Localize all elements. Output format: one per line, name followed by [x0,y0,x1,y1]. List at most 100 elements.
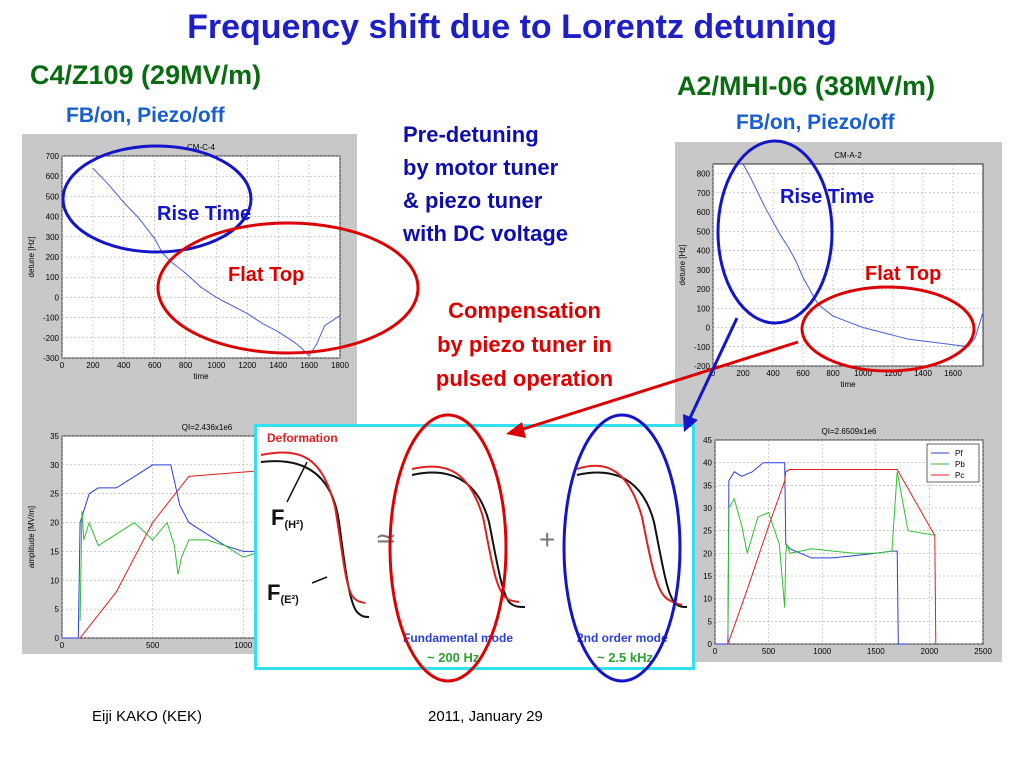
y-tick-label: 10 [703,595,712,604]
footer-date: 2011, January 29 [428,708,543,725]
y-tick-label: -300 [43,354,60,363]
f-h2-label: F(H²) [271,505,304,531]
x-tick-label: 800 [179,361,193,370]
y-tick-label: 40 [703,459,712,468]
y-tick-label: 600 [46,172,60,181]
footer-author: Eiji KAKO (KEK) [92,708,203,725]
legend-box [926,443,980,483]
y-tick-label: 600 [697,208,711,217]
arrow-e2 [311,576,328,584]
y-tick-label: 0 [708,640,713,649]
x-tick-label: 600 [796,369,810,378]
pre-detuning-note: Pre-detuning by motor tuner & piezo tune… [403,118,643,250]
y-tick-label: 15 [50,547,59,556]
fundamental-mode-label: Fundamental mode [403,631,513,645]
y-tick-label: -200 [43,334,60,343]
x-tick-label: 400 [117,361,131,370]
x-tick-label: 1000 [234,641,252,650]
fundamental-freq-label: ~ 200 Hz [427,650,480,665]
y-tick-label: 300 [46,233,60,242]
second-freq-label: ~ 2.5 kHz [597,650,654,665]
series-line [727,469,937,645]
y-tick-label: 100 [697,304,711,313]
x-tick-label: 1000 [813,647,831,656]
y-tick-label: 500 [697,227,711,236]
x-tick-label: 1600 [944,369,962,378]
y-tick-label: 5 [55,605,60,614]
y-tick-label: 700 [697,189,711,198]
y-tick-label: -200 [694,362,711,371]
curve-red-2 [411,465,520,603]
x-tick-label: 800 [826,369,840,378]
y-tick-label: 0 [55,634,60,643]
y-tick-label: 100 [46,273,60,282]
x-tick-label: 200 [736,369,750,378]
x-tick-label: 2500 [974,647,992,656]
right-heading: A2/MHI-06 (38MV/m) [677,71,936,101]
chart-title: CM-C-4 [187,143,216,152]
x-tick-label: 0 [713,647,718,656]
legend-label: Pb [955,460,965,469]
y-tick-label: 20 [50,519,59,528]
approx-symbol: ≃ [375,523,397,553]
pre-detuning-line: & piezo tuner [403,188,543,213]
y-tick-label: 700 [46,152,60,161]
rise-time-label-left: Rise Time [157,203,252,225]
arrow-h2 [286,461,308,503]
series-line [727,471,935,635]
x-tick-label: 0 [60,361,65,370]
y-tick-label: 400 [46,213,60,222]
y-tick-label: 35 [50,432,59,441]
y-tick-label: 0 [55,293,60,302]
chart-right-detune: CM-A-20 200 400 600 800 1000 1200 1400 1600-200-… [678,151,984,389]
y-tick-label: 30 [703,504,712,513]
chart-left-detune: CM-C-40 200 400 600 800 1000 1200 1400 1600 1800-… [27,143,349,381]
x-tick-label: 1800 [331,361,349,370]
legend-label: Pf [955,449,963,458]
y-tick-label: -100 [694,343,711,352]
y-tick-label: 200 [46,253,60,262]
chart-right-amplitude: QI=2.6509x1e6 0 500 1000 1500 2000 2500 0 5 10 15 2… [680,427,992,656]
x-axis-label: time [193,372,209,381]
left-subheading: FB/on, Piezo/off [66,104,225,127]
rise-time-label-right: Rise Time [780,186,875,208]
chart-title: QI=2.6509x1e6 [822,427,877,436]
flat-top-label-left: Flat Top [228,264,305,286]
deformation-diagram: Deformation F(H²) F(E²) ≃ + Fundamental … [260,431,688,665]
compensation-line: by piezo tuner in [437,332,612,357]
x-tick-label: 200 [86,361,100,370]
slide-title: Frequency shift due to Lorentz detuning [187,8,837,46]
y-tick-label: -100 [43,314,60,323]
plus-symbol: + [539,524,555,555]
x-axis-label: time [840,380,856,389]
x-tick-label: 500 [762,647,776,656]
legend-label: Pc [955,471,964,480]
y-tick-label: 200 [697,285,711,294]
x-tick-label: 500 [146,641,160,650]
curve-red-1 [260,451,366,604]
y-axis-label: detune [Hz] [678,245,687,286]
x-tick-label: 1000 [854,369,872,378]
y-tick-label: 20 [703,549,712,558]
y-tick-label: 300 [697,266,711,275]
y-tick-label: 35 [703,481,712,490]
y-tick-label: 400 [697,247,711,256]
y-tick-label: 800 [697,170,711,179]
compensation-line: pulsed operation [435,366,614,391]
x-tick-label: 1400 [269,361,287,370]
x-tick-label: 2000 [921,647,939,656]
compensation-note: Compensation by piezo tuner in pulsed op… [392,294,657,396]
y-tick-label: 10 [50,576,59,585]
x-tick-label: 1200 [238,361,256,370]
flat-top-label-right: Flat Top [865,263,942,285]
y-tick-label: 500 [46,192,60,201]
chart-title: CM-A-2 [834,151,862,160]
pre-detuning-line: with DC voltage [403,221,569,246]
x-tick-label: 600 [148,361,162,370]
compensation-line: Compensation [448,298,601,323]
x-tick-label: 1600 [300,361,318,370]
deformation-panel: Deformation F(H²) F(E²) ≃ + Fundamental … [254,424,695,670]
curve-black-2 [411,471,526,608]
f-e2-label: F(E²) [267,580,299,606]
y-tick-label: 45 [703,436,712,445]
